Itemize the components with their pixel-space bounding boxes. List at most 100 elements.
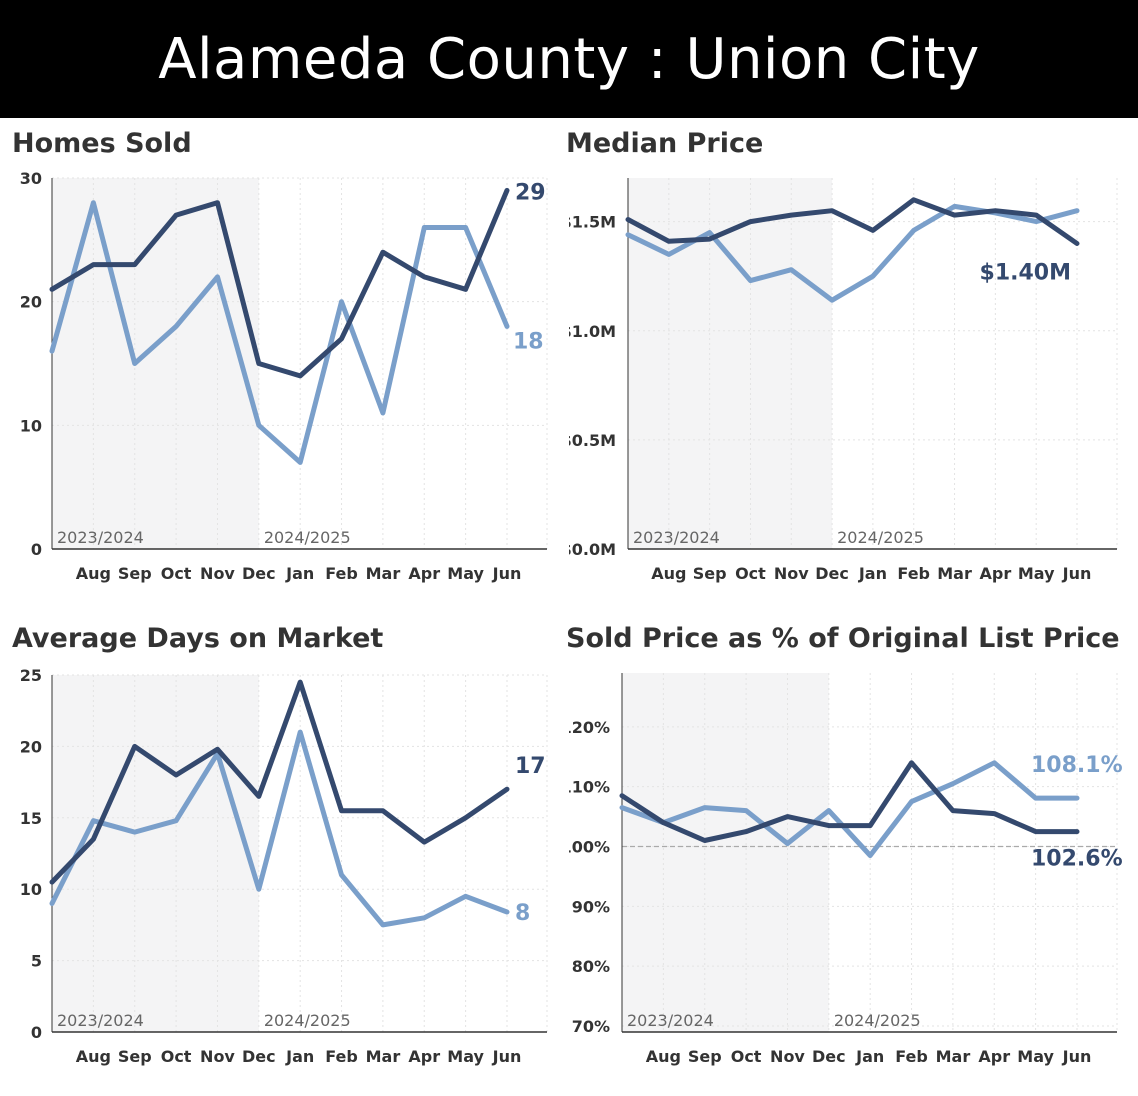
period-label-current: 2024/2025 [264,1011,351,1030]
page-title: Alameda County : Union City [158,26,980,92]
x-tick-label: Oct [731,1047,762,1066]
days-on-market-chart: 0 5 10 15 20 25 2023/2024 2024/2025 Aug Sep Oct Nov… [20,666,548,1066]
x-tick-label: Oct [735,564,766,583]
x-tick-label: May [447,1047,484,1066]
x-tick-label: Feb [897,564,930,583]
x-tick-label: Feb [325,564,358,583]
y-tick-label: 10 [20,416,42,435]
x-tick-label: Nov [200,1047,235,1066]
series-line-current [49,679,510,885]
x-tick-label: Feb [895,1047,928,1066]
homes-sold-panel: Homes Sold 0 10 20 30 2023/2024 2024/2025 Aug S… [0,120,569,601]
y-tick-label: 30 [20,169,42,188]
x-tick-label: Jun [492,564,522,583]
season-shade [622,673,829,1032]
x-tick-label: Mar [366,1047,401,1066]
median-price-panel: Median Price $0.0M $0.5M $1.0M $1.5M 2023/20… [566,120,1138,601]
days-on-market-title: Average Days on Market [12,623,384,654]
y-tick-label: $1.5M [569,213,616,232]
x-tick-label: Jan [858,564,887,583]
sold-to-list-chart: 70% 80% 90% 100% 110% 120% 2023/2024 2024/2025 A… [569,673,1123,1066]
x-tick-label: Jun [492,1047,522,1066]
x-tick-label: Sep [118,564,152,583]
x-tick-label: Mar [936,1047,971,1066]
end-label-current: 29 [515,180,546,205]
x-tick-label: May [1017,1047,1054,1066]
x-tick-label: May [447,564,484,583]
x-tick-label: May [1018,564,1055,583]
x-tick-label: Dec [242,564,276,583]
x-tick-label: Dec [242,1047,276,1066]
x-tick-label: Nov [774,564,809,583]
x-tick-label: Oct [161,564,192,583]
series-line-prior [49,729,510,928]
x-tick-label: Apr [979,564,1011,583]
y-tick-label: 15 [20,809,42,828]
season-shade [52,675,259,1032]
x-tick-label: Jan [855,1047,884,1066]
x-tick-label: Feb [325,1047,358,1066]
y-tick-label: 25 [20,666,42,685]
x-tick-label: Sep [693,564,727,583]
x-tick-label: Aug [646,1047,681,1066]
y-tick-label: 10 [20,880,42,899]
homes-sold-title: Homes Sold [12,128,192,159]
end-label-current: 17 [515,754,546,779]
end-label-current: 102.6% [1031,847,1123,872]
x-tick-label: Aug [651,564,686,583]
y-tick-label: 20 [20,737,42,756]
y-tick-label: $0.5M [569,431,616,450]
series-line-current [619,760,1080,843]
x-tick-label: Jan [285,564,314,583]
x-tick-label: Mar [366,564,401,583]
x-tick-label: Apr [978,1047,1010,1066]
series-line-prior [625,203,1080,303]
end-label-current: $1.40M [980,260,1071,285]
period-label-prior: 2023/2024 [633,528,720,547]
y-tick-label: 0 [31,540,42,559]
series-line-current [49,187,510,379]
y-tick-label: 0 [31,1023,42,1042]
y-tick-label: 20 [20,293,42,312]
y-tick-label: 120% [569,718,610,737]
period-label-prior: 2023/2024 [57,528,144,547]
x-tick-label: Nov [200,564,235,583]
y-tick-label: 100% [569,838,610,857]
series-line-prior [49,200,510,465]
page-header: Alameda County : Union City [0,0,1138,118]
sold-to-list-title: Sold Price as % of Original List Price [566,623,1120,654]
x-tick-label: Dec [815,564,849,583]
sold-to-list-panel: Sold Price as % of Original List Price 7… [566,615,1138,1096]
period-label-prior: 2023/2024 [627,1011,714,1030]
y-tick-label: 110% [569,778,610,797]
x-tick-label: Apr [408,564,440,583]
period-label-current: 2024/2025 [264,528,351,547]
x-tick-label: Dec [812,1047,846,1066]
y-tick-label: $1.0M [569,322,616,341]
x-tick-label: Sep [688,1047,722,1066]
x-tick-label: Jun [1062,564,1092,583]
series-line-prior [619,760,1080,858]
period-label-current: 2024/2025 [834,1011,921,1030]
y-tick-label: 70% [572,1017,610,1036]
x-tick-label: Mar [937,564,972,583]
x-tick-label: Nov [770,1047,805,1066]
x-tick-label: Jan [285,1047,314,1066]
end-label-prior: 108.1% [1031,753,1123,778]
homes-sold-chart: 0 10 20 30 2023/2024 2024/2025 Aug Sep Oct Nov Dec… [20,169,548,583]
y-tick-label: 5 [31,952,42,971]
end-label-prior: 8 [515,901,530,926]
x-tick-label: Apr [408,1047,440,1066]
median-price-chart: $0.0M $0.5M $1.0M $1.5M 2023/2024 2024/2025 Au… [569,178,1118,583]
days-on-market-panel: Average Days on Market 0 5 10 15 20 25 2023/20… [0,615,569,1096]
y-tick-label: 80% [572,957,610,976]
period-label-current: 2024/2025 [837,528,924,547]
x-tick-label: Aug [76,1047,111,1066]
end-label-prior: 18 [513,329,544,354]
x-tick-label: Aug [76,564,111,583]
x-tick-label: Oct [161,1047,192,1066]
period-label-prior: 2023/2024 [57,1011,144,1030]
y-tick-label: $0.0M [569,540,616,559]
series-line-current [625,197,1080,246]
median-price-title: Median Price [566,128,764,159]
